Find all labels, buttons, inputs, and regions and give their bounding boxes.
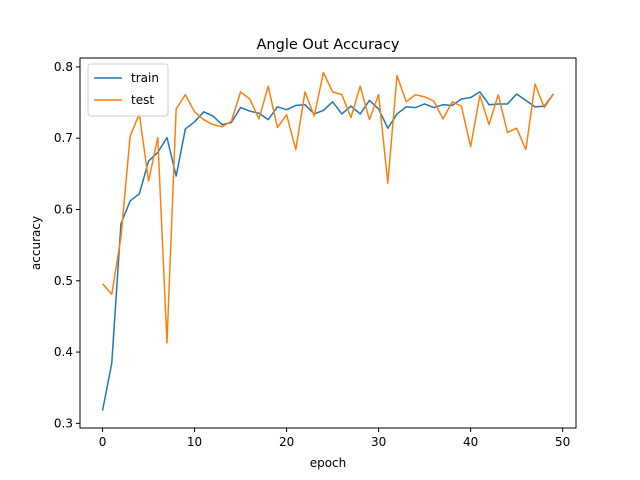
y-tick-label: 0.3 (54, 416, 73, 430)
x-axis: 0 10 20 30 40 50 (99, 428, 570, 449)
x-tick-label: 10 (187, 435, 202, 449)
x-tick-label: 20 (279, 435, 294, 449)
y-axis: 0.3 0.4 0.5 0.6 0.7 0.8 (54, 60, 80, 430)
series-line-test (101, 71, 555, 344)
y-axis-label: accuracy (29, 216, 43, 270)
x-tick-label: 30 (371, 435, 386, 449)
chart-title: Angle Out Accuracy (257, 37, 400, 53)
plot-frame (79, 57, 577, 429)
legend-label-test: test (131, 93, 154, 107)
y-tick-label: 0.5 (54, 274, 73, 288)
x-tick-label: 0 (99, 435, 107, 449)
y-tick-label: 0.7 (54, 131, 73, 145)
series-line-train (101, 91, 555, 411)
x-tick-label: 40 (463, 435, 478, 449)
y-tick-label: 0.4 (54, 345, 73, 359)
plot-area (101, 71, 555, 411)
x-tick-label: 50 (555, 435, 570, 449)
legend: train test (87, 63, 169, 117)
legend-box (87, 63, 169, 117)
legend-label-train: train (131, 71, 159, 85)
y-tick-label: 0.6 (54, 202, 73, 216)
y-tick-label: 0.8 (54, 60, 73, 74)
x-axis-label: epoch (310, 456, 347, 470)
